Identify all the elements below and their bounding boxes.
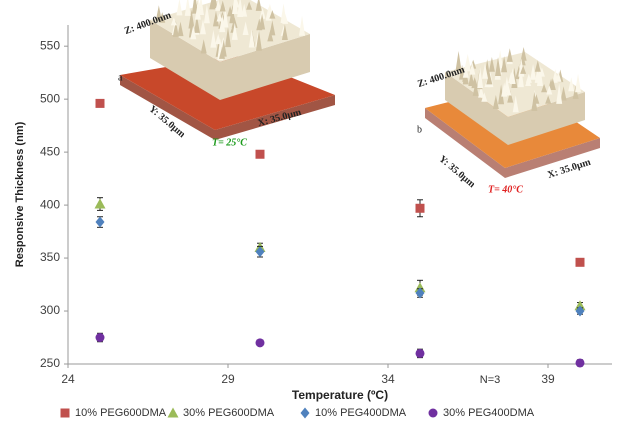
inset-y-label: Y: 35.0µm [437,154,478,191]
y-tick-label: 300 [40,303,60,317]
legend-marker [168,408,179,418]
y-tick-label: 500 [40,91,60,105]
chart: 250 300 350 400 450 500 550 24 29 34 39 Temperature… [0,0,626,423]
point [576,358,585,367]
legend-label: 30% PEG400DMA [443,407,535,419]
x-tick-label: 39 [541,372,555,386]
y-tick-label: 250 [40,356,60,370]
y-tick-label: 350 [40,250,60,264]
inset-spike [507,48,513,62]
legend-label: 10% PEG400DMA [315,407,407,419]
inset-spike [575,74,581,93]
inset-panel-label: b [417,124,422,135]
inset-temperature: T= 40°C [488,184,523,195]
point [96,99,105,108]
x-tick-label: 34 [381,372,395,386]
inset-spike [176,0,182,15]
point [95,199,106,209]
point [256,150,265,159]
point [96,333,105,342]
legend-marker [61,409,70,418]
point [576,258,585,267]
x-tick-label: 24 [61,372,75,386]
legend-label: 10% PEG600DMA [75,407,167,419]
legend-marker [301,408,310,419]
x-tick-label: 29 [221,372,235,386]
annotation: N=3 [480,374,501,386]
y-tick-label: 400 [40,197,60,211]
inset-spike [185,0,191,16]
y-tick-label: 550 [40,38,60,52]
x-axis-title: Temperature (ºC) [292,388,388,402]
y-axis-title: Responsive Thickness (nm) [14,121,26,267]
inset-spike [465,54,471,68]
inset-panel-label: a [118,72,123,83]
point [416,349,425,358]
inset-spike [299,16,305,36]
point [256,338,265,347]
point [416,204,425,213]
point [96,217,105,228]
y-tick-label: 450 [40,144,60,158]
legend-marker [429,409,438,418]
legend-label: 30% PEG600DMA [183,407,275,419]
inset-temperature: T= 25°C [212,137,247,148]
